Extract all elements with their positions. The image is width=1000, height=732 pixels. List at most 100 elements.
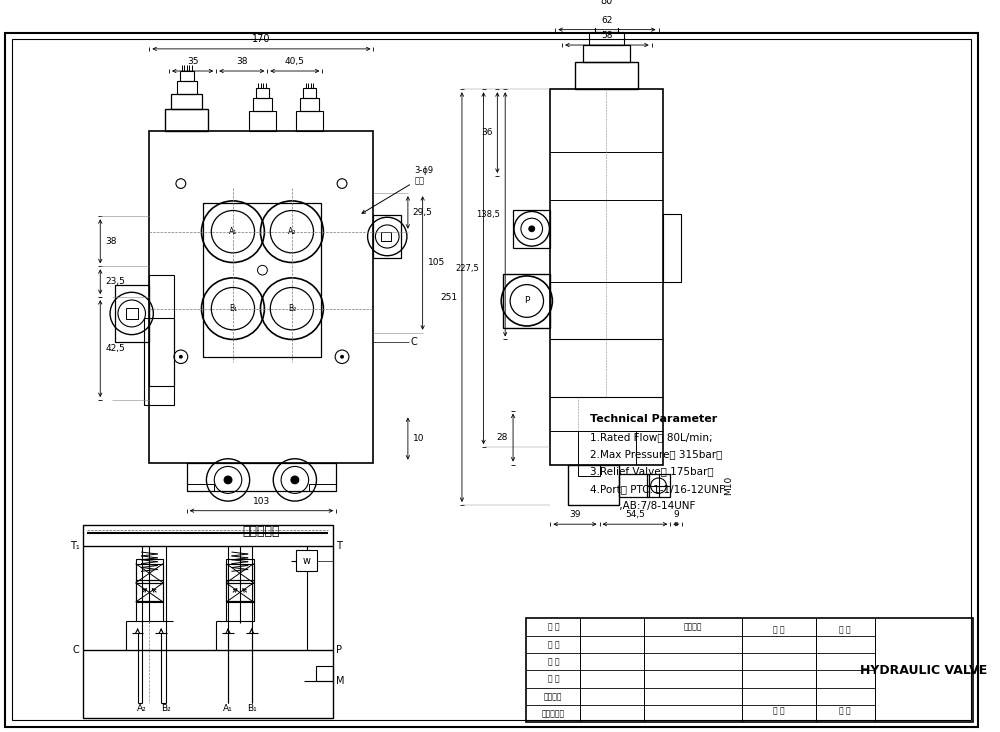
Bar (226, 600, 254, 621)
Bar (149, 130, 373, 463)
Bar (583, 45, 630, 62)
Text: 38: 38 (236, 57, 248, 66)
Text: T₁: T₁ (70, 541, 80, 551)
Text: 40,5: 40,5 (285, 57, 305, 66)
Bar (309, 484, 336, 491)
Text: 描 图: 描 图 (548, 657, 559, 666)
Text: 校 对: 校 对 (548, 675, 559, 684)
Bar (663, 214, 681, 282)
Text: 标准化审查: 标准化审查 (542, 709, 565, 718)
Text: 工艺标准: 工艺标准 (544, 692, 563, 701)
Text: M10: M10 (724, 476, 733, 496)
Text: 1.Rated Flow： 80L/min;: 1.Rated Flow： 80L/min; (590, 432, 712, 442)
Bar (187, 484, 214, 491)
Bar (316, 665, 333, 681)
Bar (226, 564, 254, 583)
Text: 9: 9 (673, 510, 679, 520)
Text: B₁: B₁ (247, 703, 256, 713)
Text: 251: 251 (440, 293, 457, 302)
Text: A₂: A₂ (137, 703, 146, 713)
Bar (180, 71, 194, 81)
Text: 3.Relief Valve： 175bar；: 3.Relief Valve： 175bar； (590, 466, 713, 477)
Bar (300, 98, 319, 111)
Text: A₂: A₂ (288, 227, 296, 236)
Text: 2.Max Pressure： 315bar，: 2.Max Pressure： 315bar， (590, 449, 722, 459)
Text: 10: 10 (413, 434, 424, 443)
Text: P: P (524, 296, 530, 305)
Bar (595, 22, 618, 31)
Bar (503, 274, 550, 328)
Bar (136, 600, 163, 621)
Bar (136, 559, 163, 580)
Bar (526, 619, 973, 722)
Circle shape (224, 476, 232, 484)
Bar (296, 550, 317, 571)
Text: w: w (303, 556, 311, 566)
Bar (136, 564, 163, 583)
Bar (226, 580, 254, 600)
Bar (187, 463, 336, 491)
Bar (303, 89, 316, 98)
Bar (578, 465, 600, 476)
Text: 138,5: 138,5 (476, 210, 500, 219)
Text: 液压原理图: 液压原理图 (243, 526, 280, 538)
Bar (381, 232, 391, 242)
Bar (249, 111, 276, 130)
Text: 设 计: 设 计 (548, 623, 559, 632)
Bar (568, 465, 619, 505)
Text: 23,5: 23,5 (105, 277, 125, 286)
Text: ,AB:7/8-14UNF: ,AB:7/8-14UNF (590, 501, 695, 511)
Text: B₂: B₂ (288, 305, 296, 313)
Text: C: C (73, 645, 80, 655)
Bar (513, 209, 550, 248)
Text: A₁: A₁ (229, 227, 237, 236)
Bar (115, 285, 149, 343)
Text: 图样标记: 图样标记 (684, 623, 702, 632)
Bar (550, 89, 663, 465)
Text: P: P (336, 645, 342, 655)
Text: C: C (411, 337, 418, 347)
Circle shape (291, 476, 299, 484)
Text: HYDRAULIC VALVE: HYDRAULIC VALVE (860, 664, 988, 677)
Bar (171, 94, 202, 110)
Circle shape (529, 226, 535, 232)
Text: Technical Parameter: Technical Parameter (590, 414, 717, 425)
Bar (144, 318, 174, 405)
Text: B₂: B₂ (161, 703, 171, 713)
Bar (296, 111, 323, 130)
Bar (253, 98, 272, 111)
Text: 62: 62 (601, 16, 613, 25)
Bar (136, 583, 163, 602)
Bar (203, 203, 321, 356)
Text: 105: 105 (428, 258, 445, 267)
Text: 54,5: 54,5 (625, 510, 645, 520)
Circle shape (340, 355, 344, 359)
Text: 第 页: 第 页 (839, 706, 851, 716)
Bar (256, 89, 269, 98)
Bar (149, 275, 174, 386)
Bar (575, 62, 638, 89)
Bar (126, 307, 138, 319)
Circle shape (179, 355, 183, 359)
Bar (226, 559, 254, 580)
Text: 29,5: 29,5 (413, 208, 433, 217)
Bar (647, 474, 670, 497)
Bar (165, 110, 208, 130)
Text: 170: 170 (252, 34, 271, 44)
Text: 38: 38 (105, 237, 117, 246)
Text: 制 图: 制 图 (548, 640, 559, 649)
Text: 比 例: 比 例 (839, 625, 851, 634)
Bar (373, 215, 401, 258)
Text: B₁: B₁ (229, 305, 237, 313)
Bar (589, 31, 624, 45)
Text: 3-ϕ9
通孔: 3-ϕ9 通孔 (362, 166, 434, 213)
Bar (619, 474, 649, 497)
Text: T: T (336, 541, 342, 551)
Text: 28: 28 (497, 433, 508, 442)
Text: 58: 58 (601, 31, 613, 40)
Text: 共 频: 共 频 (773, 706, 785, 716)
Text: 4.Port： PTC:1-1/16-12UNF: 4.Port： PTC:1-1/16-12UNF (590, 484, 725, 494)
Bar (226, 583, 254, 602)
Text: 103: 103 (253, 497, 270, 506)
Text: 227,5: 227,5 (455, 264, 479, 273)
